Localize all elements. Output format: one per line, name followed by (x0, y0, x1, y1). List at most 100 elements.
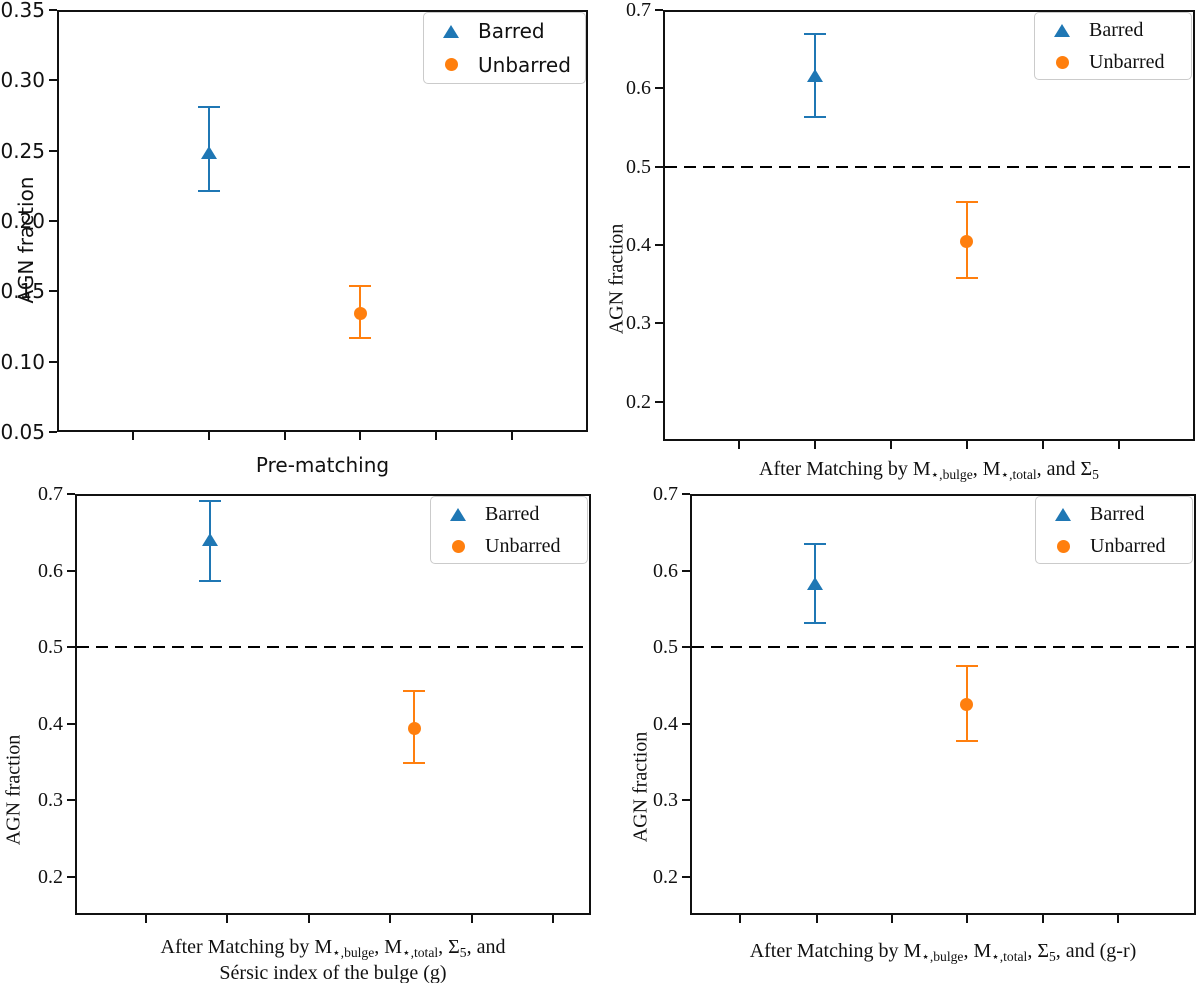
y-tick (49, 431, 57, 433)
barred-triangle-icon (450, 507, 466, 521)
y-tick (67, 493, 75, 495)
x-axis-label: After Matching by M⋆,bulge, M⋆,total, Σ5… (160, 936, 506, 960)
y-tick-label: 0.5 (38, 636, 63, 659)
x-tick (738, 441, 741, 449)
y-tick (655, 9, 663, 11)
y-tick-label: 0.5 (626, 155, 651, 178)
subscript-text: 5 (459, 944, 467, 960)
x-tick (739, 915, 742, 923)
barred-marker (200, 145, 217, 159)
plot-area-matched-mass-sigma (663, 10, 1195, 441)
barred-error-cap-bottom (199, 580, 222, 583)
x-tick (307, 915, 310, 923)
y-tick (67, 875, 75, 878)
legend-item-unbarred: Unbarred (1035, 47, 1191, 77)
barred-marker (806, 577, 823, 591)
barred-error-cap-bottom (197, 190, 220, 193)
circle-legend-marker-icon (1035, 55, 1089, 69)
dashed-reference-line (665, 165, 1193, 168)
unbarred-error-cap-top (403, 690, 425, 693)
subscript-text: ⋆,total (1000, 466, 1037, 482)
legend-item-barred: Barred (1035, 15, 1191, 45)
unbarred-marker (407, 722, 421, 736)
y-tick-label: 0.3 (626, 312, 651, 335)
subscript-text: ⋆,bulge (332, 944, 375, 960)
subscript-text: ⋆,total (402, 944, 439, 960)
barred-error-cap-bottom (803, 622, 826, 625)
y-tick (49, 290, 57, 293)
barred-marker (806, 68, 823, 82)
y-tick (655, 87, 663, 90)
x-tick (1041, 441, 1044, 449)
legend-item-barred: Barred (431, 499, 587, 529)
subscript-text: 5 (1092, 466, 1099, 482)
x-axis-label: Pre-matching (255, 453, 390, 477)
x-tick (890, 441, 893, 449)
y-tick (655, 244, 663, 247)
circle-legend-marker-icon (424, 58, 478, 72)
x-tick (965, 441, 968, 449)
y-tick-label: 0.4 (626, 234, 651, 257)
y-tick-label: 0.20 (0, 209, 45, 233)
y-tick (49, 360, 57, 363)
legend-label: Unbarred (1089, 50, 1165, 73)
legend: Barred Unbarred (430, 496, 588, 564)
y-tick (655, 322, 663, 325)
x-tick (890, 915, 893, 923)
y-tick (49, 220, 57, 222)
subscript-text: ⋆,bulge (921, 948, 964, 964)
barred-error-cap-top (803, 542, 826, 545)
legend-item-barred: Barred (424, 16, 585, 46)
y-axis-label: AGN fraction (14, 176, 38, 304)
x-axis-label: After Matching by M⋆,bulge, M⋆,total, an… (759, 458, 1099, 482)
plot-area-pre-matching (57, 10, 588, 432)
x-tick (965, 915, 968, 923)
x-tick (283, 432, 286, 440)
y-tick-label: 0.4 (38, 712, 63, 735)
unbarred-marker (960, 698, 974, 711)
x-tick (814, 441, 817, 449)
x-tick (388, 915, 391, 923)
legend-label: Unbarred (485, 534, 561, 557)
y-tick-label: 0.7 (38, 483, 63, 505)
y-tick-label: 0.7 (653, 483, 678, 505)
legend: Barred Unbarred (1035, 496, 1193, 564)
dashed-reference-line (77, 646, 589, 649)
x-tick (1117, 441, 1120, 449)
subscript-text: ⋆,total (991, 948, 1028, 964)
unbarred-error-cap-top (955, 665, 978, 668)
y-tick-label: 0.3 (653, 789, 678, 812)
subscript-text: ⋆,bulge (930, 466, 973, 482)
y-axis-label: AGN fraction (629, 731, 652, 843)
unbarred-error-cap-bottom (403, 762, 425, 765)
unbarred-circle-icon (1055, 55, 1069, 69)
y-tick-label: 0.6 (38, 559, 63, 582)
legend-item-unbarred: Unbarred (1036, 531, 1192, 561)
x-tick (145, 915, 148, 923)
legend-label: Barred (478, 19, 545, 44)
plot-area-matched-sersic (75, 494, 591, 915)
x-tick (131, 432, 134, 440)
barred-triangle-icon (1054, 23, 1070, 37)
y-tick (682, 493, 690, 495)
y-tick-label: 0.30 (0, 68, 45, 93)
y-tick-label: 0.2 (38, 865, 63, 888)
legend-label: Unbarred (1090, 534, 1166, 557)
barred-triangle-icon (443, 24, 459, 38)
y-tick (49, 79, 57, 82)
x-tick (1117, 915, 1120, 923)
y-tick-label: 0.05 (0, 420, 45, 444)
x-tick (359, 432, 362, 440)
y-tick-label: 0.7 (626, 0, 651, 21)
y-tick-label: 0.3 (38, 789, 63, 812)
x-tick (551, 915, 554, 923)
legend-label: Unbarred (478, 52, 571, 77)
barred-marker (202, 532, 219, 546)
unbarred-error-cap-bottom (349, 336, 372, 339)
x-tick (1042, 915, 1045, 923)
y-tick (67, 646, 75, 649)
y-axis-label: AGN fraction (2, 734, 25, 846)
y-tick (49, 9, 57, 11)
y-tick (67, 722, 75, 725)
